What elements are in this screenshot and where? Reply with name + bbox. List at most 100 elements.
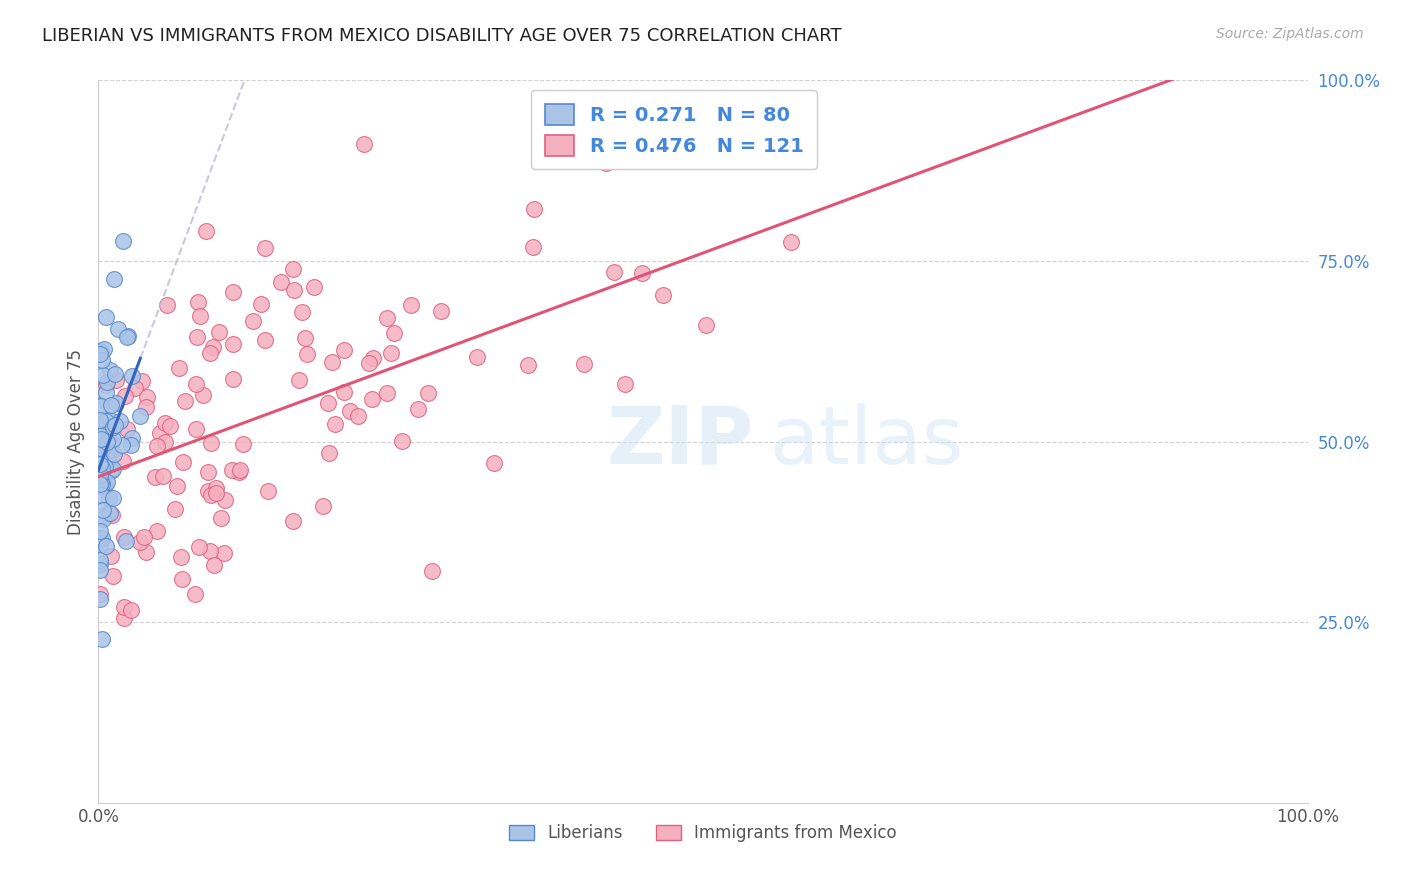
Point: [200, 436, 222, 450]
Point: [522, 240, 544, 254]
Point: [90, 508, 112, 523]
Point: [89, 457, 111, 471]
Point: [377, 386, 399, 401]
Point: [121, 368, 143, 383]
Point: [613, 377, 636, 392]
Point: [98, 506, 121, 520]
Point: [517, 358, 540, 372]
Legend: Liberians, Immigrants from Mexico: Liberians, Immigrants from Mexico: [502, 817, 904, 848]
Point: [89, 456, 111, 470]
Point: [391, 434, 413, 449]
Point: [204, 486, 226, 500]
Point: [96, 443, 118, 458]
Point: [172, 455, 194, 469]
Text: Source: ZipAtlas.com: Source: ZipAtlas.com: [1216, 27, 1364, 41]
Point: [232, 437, 254, 451]
Point: [89, 553, 111, 567]
Point: [316, 396, 339, 410]
Point: [104, 367, 127, 381]
Point: [418, 385, 440, 400]
Point: [91, 503, 114, 517]
Point: [250, 297, 273, 311]
Point: [295, 347, 318, 361]
Point: [89, 537, 111, 551]
Point: [120, 438, 142, 452]
Point: [184, 422, 207, 436]
Point: [311, 500, 333, 514]
Point: [209, 510, 232, 524]
Point: [523, 202, 546, 216]
Point: [89, 441, 111, 455]
Point: [131, 374, 153, 388]
Point: [214, 493, 236, 508]
Point: [187, 295, 209, 310]
Point: [115, 330, 138, 344]
Point: [100, 442, 122, 456]
Point: [155, 434, 177, 449]
Point: [631, 266, 654, 280]
Point: [104, 418, 127, 433]
Point: [90, 471, 112, 485]
Point: [112, 235, 135, 249]
Point: [89, 448, 111, 462]
Point: [89, 557, 111, 571]
Point: [195, 224, 218, 238]
Point: [96, 434, 118, 449]
Point: [318, 446, 340, 460]
Point: [112, 454, 135, 468]
Point: [184, 587, 207, 601]
Point: [321, 355, 343, 369]
Point: [357, 355, 380, 369]
Point: [90, 432, 112, 446]
Point: [100, 398, 122, 412]
Point: [188, 309, 211, 323]
Point: [112, 599, 135, 614]
Point: [163, 501, 186, 516]
Point: [129, 535, 152, 549]
Point: [89, 587, 111, 601]
Point: [651, 288, 673, 302]
Point: [283, 262, 305, 277]
Point: [94, 459, 117, 474]
Point: [198, 544, 221, 558]
Point: [695, 318, 717, 332]
Y-axis label: Disability Age Over 75: Disability Age Over 75: [66, 349, 84, 534]
Point: [253, 333, 276, 347]
Point: [114, 533, 136, 548]
Point: [94, 539, 117, 553]
Point: [94, 385, 117, 400]
Point: [174, 393, 197, 408]
Point: [120, 603, 142, 617]
Point: [103, 462, 125, 476]
Point: [89, 417, 111, 432]
Point: [332, 384, 354, 399]
Point: [89, 398, 111, 412]
Point: [484, 457, 506, 471]
Point: [114, 389, 136, 403]
Point: [167, 360, 190, 375]
Point: [208, 325, 231, 339]
Point: [89, 524, 111, 538]
Point: [89, 347, 111, 361]
Point: [93, 427, 115, 442]
Point: [134, 531, 156, 545]
Point: [89, 432, 111, 446]
Point: [406, 402, 429, 417]
Point: [96, 376, 118, 390]
Text: LIBERIAN VS IMMIGRANTS FROM MEXICO DISABILITY AGE OVER 75 CORRELATION CHART: LIBERIAN VS IMMIGRANTS FROM MEXICO DISAB…: [42, 27, 842, 45]
Point: [89, 531, 111, 545]
Point: [172, 573, 194, 587]
Point: [90, 466, 112, 480]
Point: [257, 483, 280, 498]
Point: [228, 466, 250, 480]
Point: [129, 409, 152, 423]
Point: [205, 482, 228, 496]
Point: [294, 330, 316, 344]
Point: [191, 388, 214, 402]
Point: [201, 340, 224, 354]
Point: [90, 353, 112, 368]
Point: [146, 438, 169, 452]
Point: [94, 310, 117, 324]
Point: [166, 478, 188, 492]
Point: [90, 477, 112, 491]
